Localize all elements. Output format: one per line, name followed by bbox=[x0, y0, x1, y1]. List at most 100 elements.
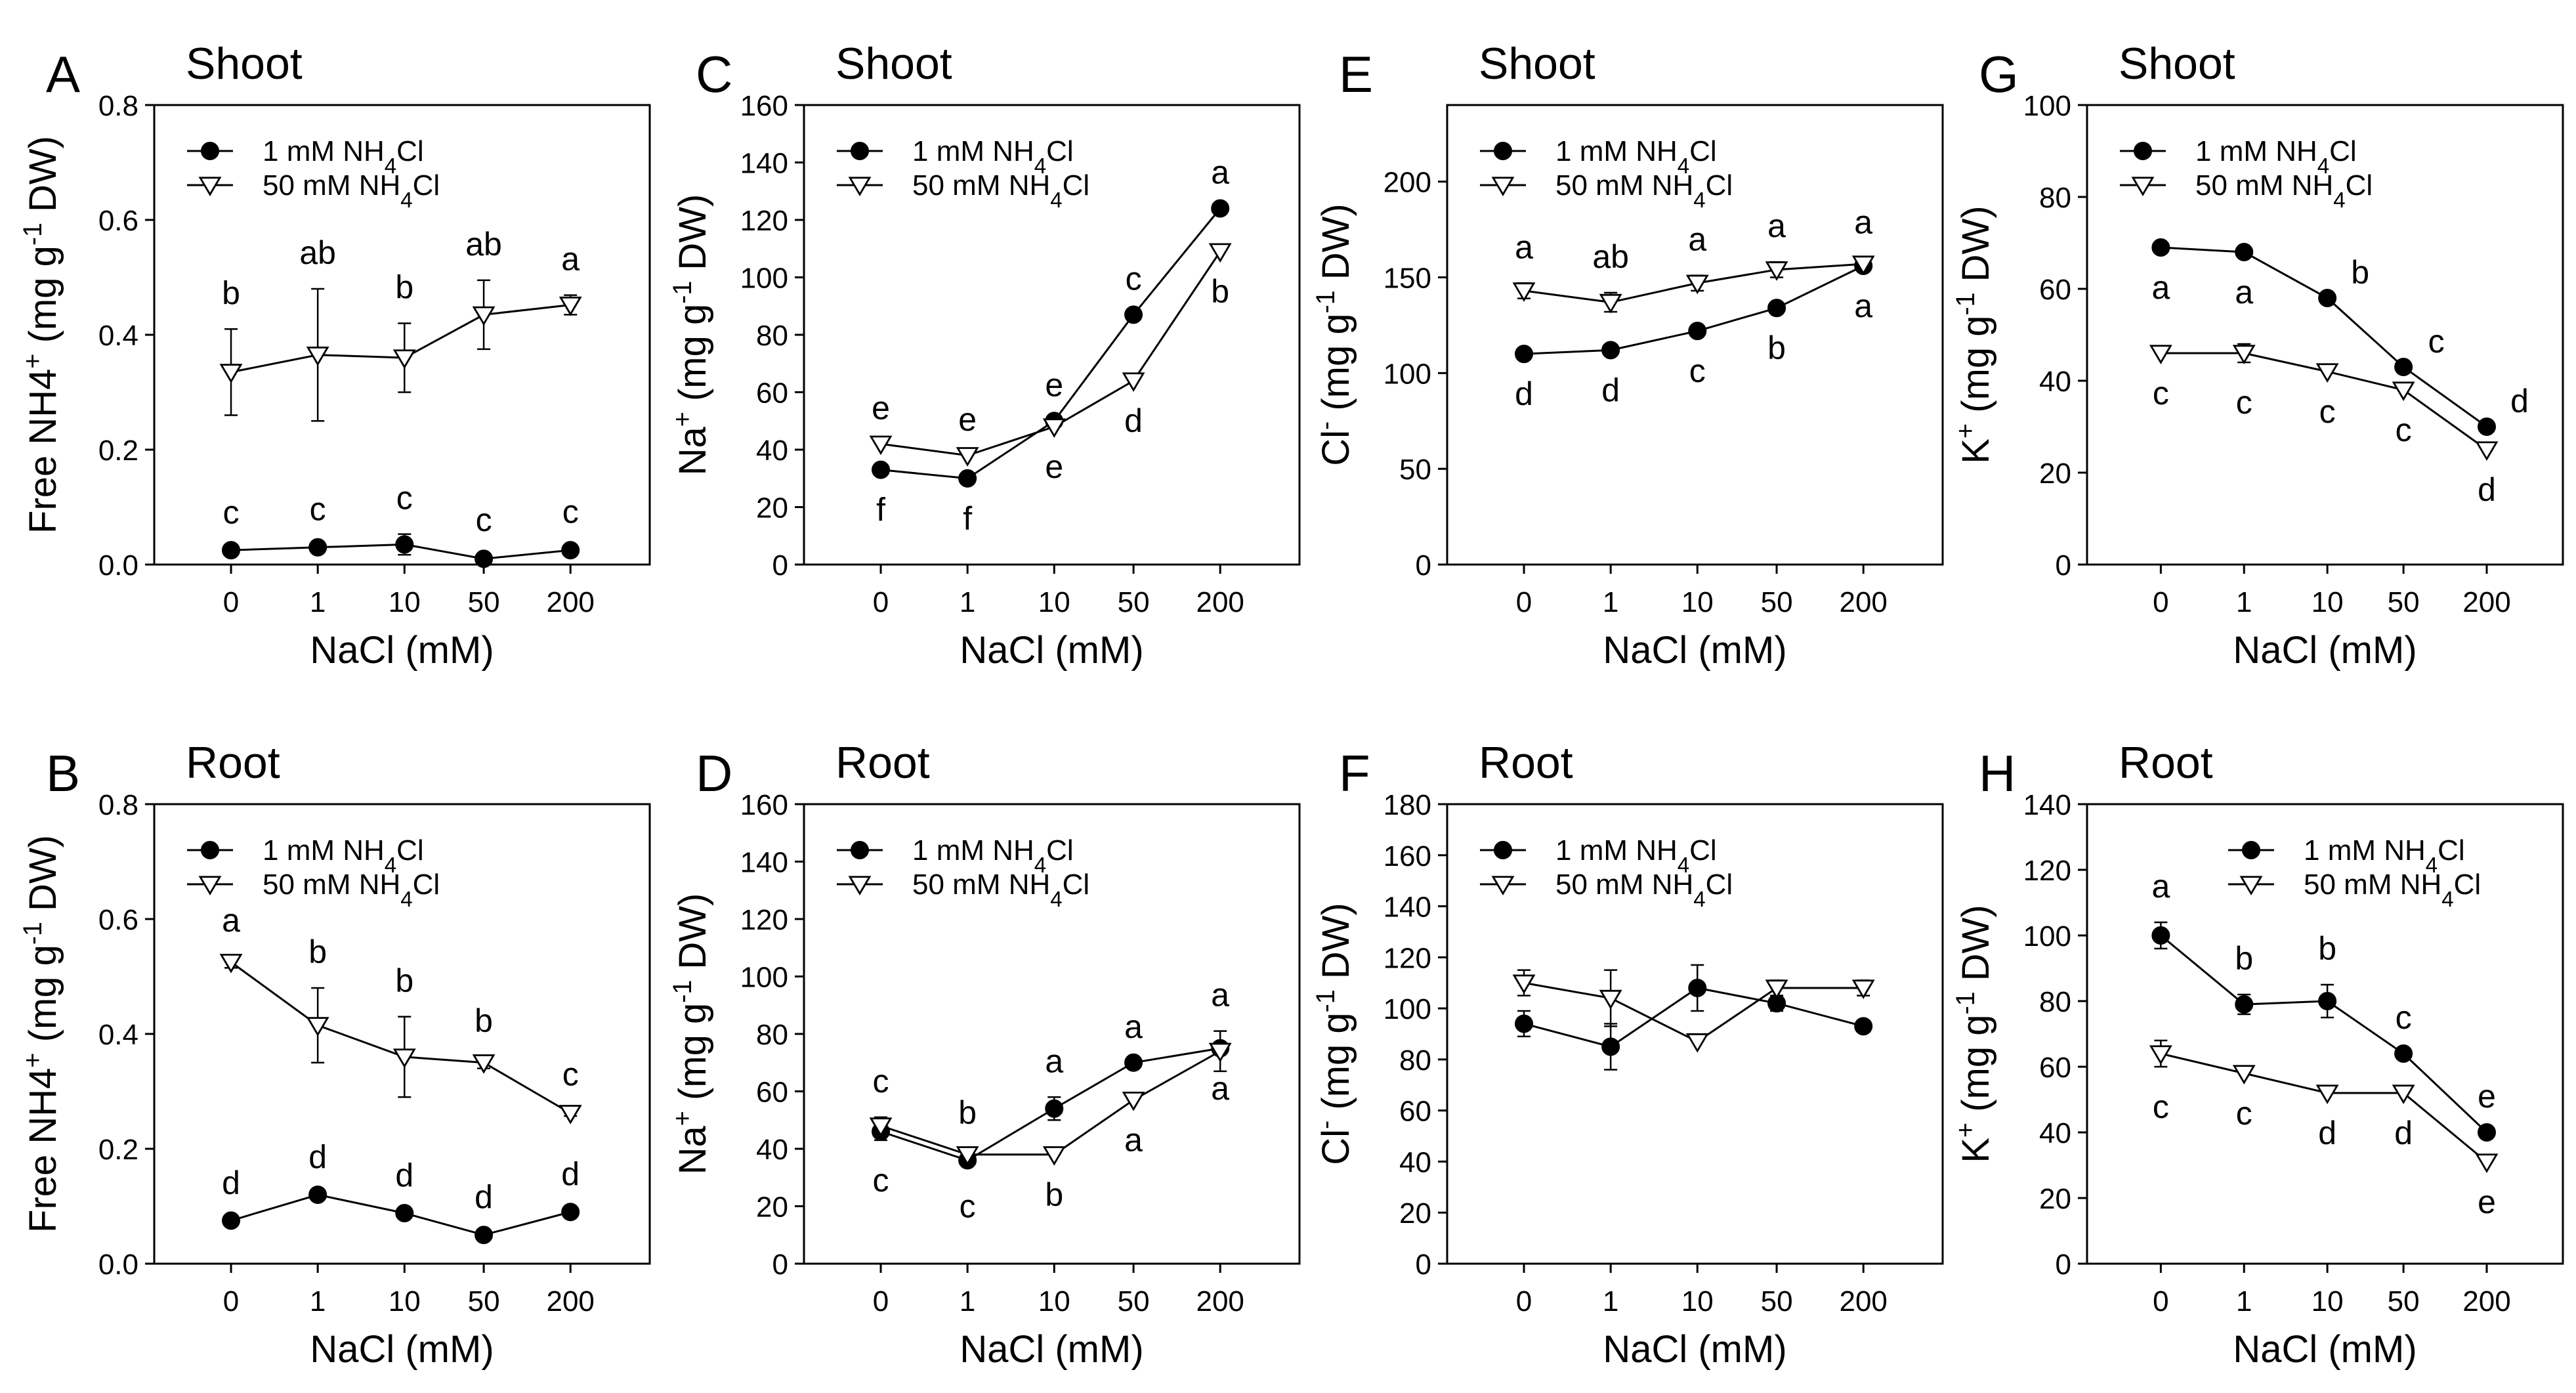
significance-letter: d bbox=[2318, 1115, 2336, 1151]
data-point bbox=[1124, 305, 1143, 324]
data-point bbox=[222, 1211, 241, 1230]
data-point bbox=[1685, 1033, 1709, 1053]
y-tick-label: 20 bbox=[2039, 1183, 2071, 1215]
significance-letter: d bbox=[1515, 375, 1533, 412]
data-point bbox=[2392, 1084, 2415, 1105]
significance-letter: d bbox=[2510, 383, 2529, 419]
significance-letter: a bbox=[1045, 1042, 1063, 1079]
significance-letter: e bbox=[2478, 1184, 2496, 1220]
y-tick-label: 60 bbox=[1399, 1096, 1431, 1128]
y-axis-label: Na+ (mg g-1 DW) bbox=[668, 893, 714, 1175]
significance-letter: c bbox=[960, 1188, 976, 1224]
x-tick-label: 1 bbox=[310, 586, 326, 618]
data-point bbox=[958, 469, 977, 488]
x-tick-label: 0 bbox=[873, 1285, 889, 1318]
series-1mm: a a b c d bbox=[2151, 238, 2529, 436]
y-tick-label: 150 bbox=[1383, 263, 1431, 295]
panel-title: Root bbox=[2119, 738, 2213, 788]
significance-letter: b bbox=[395, 962, 413, 999]
y-tick-label: 20 bbox=[756, 1191, 788, 1224]
x-tick-label: 0 bbox=[1516, 586, 1532, 618]
x-tick-label: 50 bbox=[468, 1285, 500, 1318]
panel-a: A Shoot 0.0 0.2 0.4 0.6 0.8 0 1 10 50 200 NaCl (mM) F… bbox=[18, 39, 651, 672]
x-tick-label: 50 bbox=[1118, 586, 1150, 618]
plot-frame bbox=[1446, 104, 1944, 566]
y-tick-label: 120 bbox=[740, 205, 788, 237]
significance-letter: b bbox=[2235, 940, 2253, 977]
legend-marker bbox=[2134, 142, 2152, 160]
series-50mm: c c d d e bbox=[2149, 1039, 2499, 1220]
significance-letter: a bbox=[2151, 269, 2170, 306]
panel-letter: C bbox=[696, 45, 732, 103]
data-point bbox=[1122, 1091, 1145, 1111]
x-tick-label: 200 bbox=[1196, 1285, 1244, 1318]
data-point bbox=[872, 460, 891, 479]
y-tick-label: 140 bbox=[1383, 891, 1431, 924]
significance-letter: ab bbox=[465, 226, 502, 263]
legend-label: 50 mM NH4Cl bbox=[263, 169, 440, 212]
y-tick-label: 0 bbox=[1416, 549, 1431, 582]
legend-label: 1 mM NH4Cl bbox=[912, 135, 1074, 178]
data-point bbox=[475, 1226, 494, 1245]
data-point bbox=[1688, 322, 1707, 341]
data-point bbox=[1512, 974, 1536, 995]
data-point bbox=[1765, 979, 1788, 1000]
panel-letter: F bbox=[1339, 744, 1370, 802]
significance-letter: a bbox=[2235, 274, 2253, 311]
series-1mm bbox=[1515, 964, 1873, 1071]
significance-letter: a bbox=[1124, 1008, 1143, 1045]
y-tick-label: 0.4 bbox=[98, 1019, 138, 1051]
x-axis-label: NaCl (mM) bbox=[960, 1328, 1143, 1371]
data-point bbox=[475, 549, 494, 568]
x-tick-label: 10 bbox=[389, 1285, 421, 1318]
data-point bbox=[1767, 299, 1786, 318]
x-axis-label: NaCl (mM) bbox=[310, 629, 494, 672]
plot-frame bbox=[2086, 104, 2564, 566]
y-tick-label: 200 bbox=[1383, 167, 1431, 199]
x-tick-label: 50 bbox=[2388, 586, 2420, 618]
legend-marker bbox=[848, 177, 872, 197]
plot-frame bbox=[1446, 803, 1944, 1265]
legend-marker bbox=[201, 841, 219, 859]
significance-letter: c bbox=[2236, 1095, 2252, 1132]
panel-title: Root bbox=[186, 738, 280, 788]
legend-marker bbox=[2242, 841, 2260, 859]
y-tick-label: 20 bbox=[2039, 458, 2071, 490]
panel-letter: B bbox=[46, 744, 80, 802]
x-tick-label: 1 bbox=[960, 586, 975, 618]
panel-title: Shoot bbox=[2119, 39, 2235, 89]
series-50mm: c c c c d bbox=[2149, 343, 2499, 508]
plot-frame bbox=[2086, 803, 2564, 1265]
y-axis-label: Cl- (mg g-1 DW) bbox=[1311, 204, 1357, 465]
significance-letter: a bbox=[1854, 288, 1872, 324]
x-tick-label: 10 bbox=[1681, 586, 1714, 618]
x-tick-label: 200 bbox=[2462, 586, 2510, 618]
data-point bbox=[1601, 1037, 1620, 1056]
data-point bbox=[1688, 979, 1707, 997]
data-point bbox=[2315, 1084, 2339, 1105]
series-50mm: e e e d b bbox=[869, 243, 1232, 485]
y-tick-label: 80 bbox=[756, 1019, 788, 1051]
panel-f: F Root 0 20 40 60 80 100 120 140 160 180 0 1 10 50 200 Na… bbox=[1311, 738, 1944, 1371]
significance-letter: a bbox=[1854, 204, 1872, 240]
y-axis-label: Free NH4+ (mg g-1 DW) bbox=[18, 835, 64, 1233]
series-1mm: a b b c e bbox=[2151, 868, 2496, 1142]
significance-letter: f bbox=[876, 492, 885, 528]
y-tick-label: 160 bbox=[740, 90, 788, 122]
y-tick-label: 60 bbox=[756, 377, 788, 410]
data-point bbox=[561, 1203, 580, 1222]
significance-letter: c bbox=[2153, 1088, 2169, 1125]
significance-letter: b bbox=[2351, 254, 2369, 291]
data-point bbox=[2149, 345, 2172, 365]
x-tick-label: 10 bbox=[2312, 1285, 2344, 1318]
data-point bbox=[308, 1186, 327, 1204]
y-tick-label: 40 bbox=[756, 435, 788, 467]
x-tick-label: 10 bbox=[1038, 586, 1070, 618]
y-tick-label: 0.2 bbox=[98, 435, 138, 467]
y-tick-label: 0.6 bbox=[98, 904, 138, 936]
data-point bbox=[222, 541, 241, 560]
data-point bbox=[1601, 341, 1620, 360]
